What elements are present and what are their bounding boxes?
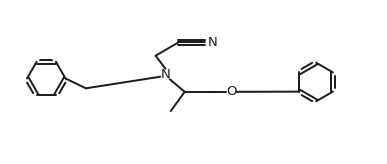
- Text: O: O: [226, 85, 236, 98]
- Text: N: N: [207, 36, 217, 49]
- Text: N: N: [161, 69, 170, 82]
